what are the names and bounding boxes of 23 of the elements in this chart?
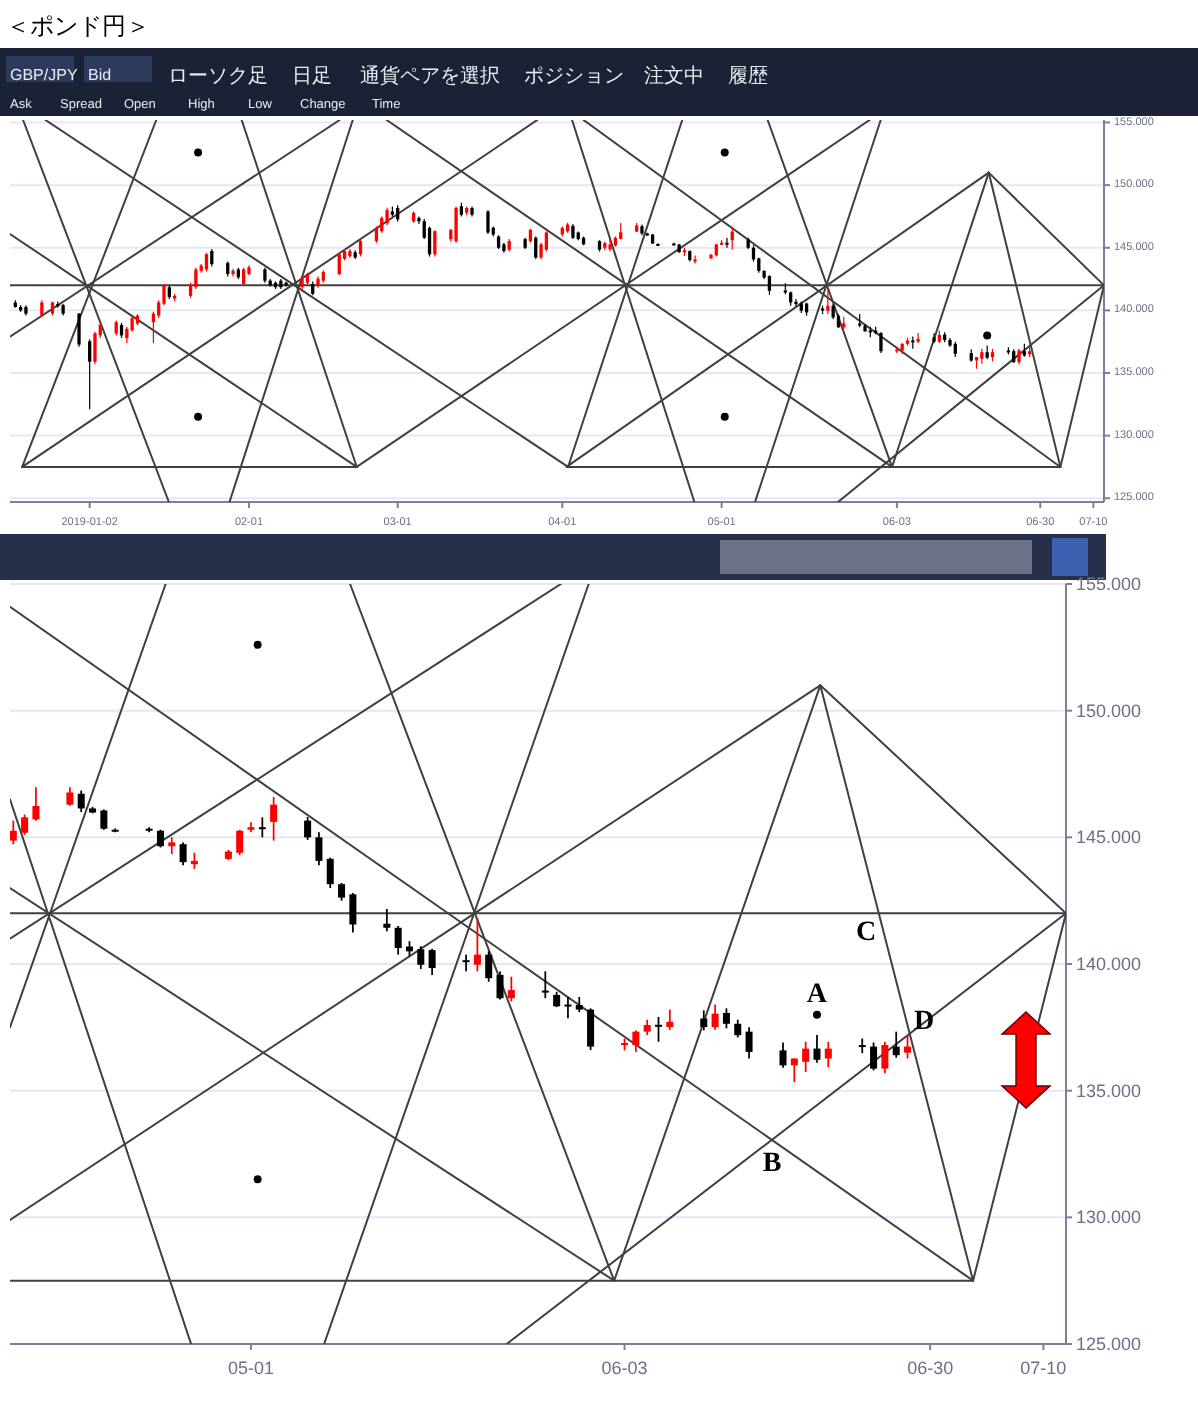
annotation: A	[806, 979, 829, 1010]
annotation: C	[856, 918, 877, 949]
annotation: B	[762, 1149, 782, 1179]
text: 注文中	[644, 64, 704, 88]
text: ローソク足	[168, 66, 268, 88]
x-tick-label: 06-30	[907, 1358, 954, 1378]
y-tick-label: 125.000	[1076, 1334, 1142, 1354]
text: Bid	[88, 66, 112, 84]
y-tick-label: 145.000	[1076, 827, 1142, 848]
text: 通貨ペアを選択	[360, 64, 500, 88]
chart-title: ＜ポンド円＞	[6, 12, 150, 40]
y-tick-label: 150.000	[1076, 700, 1142, 721]
text: 履歴	[728, 66, 768, 88]
x-tick-label: 06-03	[601, 1358, 648, 1378]
x-tick-label: 07-10	[1020, 1358, 1067, 1378]
text: 日足	[292, 66, 332, 88]
x-tick-label: 05-01	[227, 1358, 275, 1378]
y-tick-label: 140.000	[1076, 954, 1142, 974]
y-tick-label: 130.000	[1076, 1207, 1142, 1228]
y-tick-label: 135.000	[1076, 1080, 1142, 1101]
text: GBP/JPY	[10, 66, 79, 84]
y-tick-label: 155.000	[1076, 574, 1142, 594]
text: ポジション	[524, 66, 624, 88]
